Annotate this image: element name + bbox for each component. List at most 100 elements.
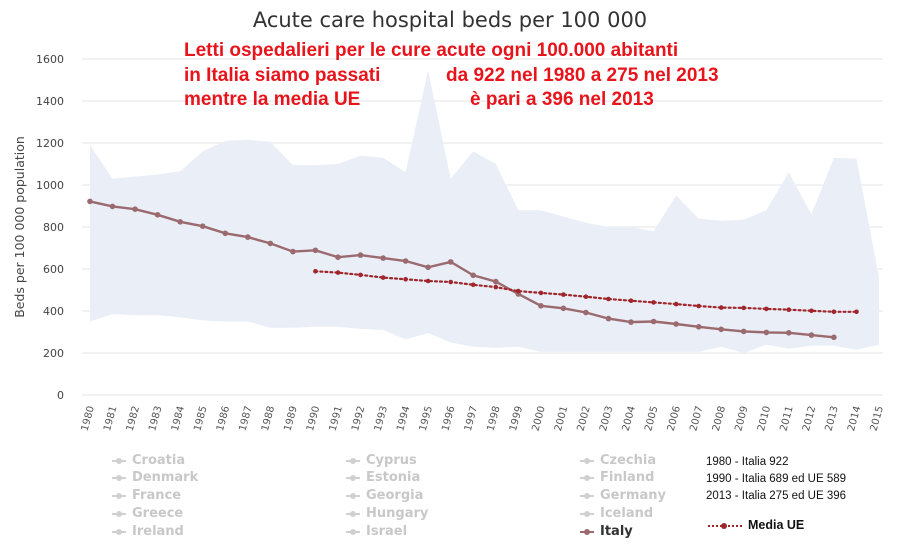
italy-point — [109, 203, 116, 210]
legend-swatch — [346, 457, 360, 464]
x-tick-label: 1999 — [508, 405, 525, 432]
legend-label: France — [132, 488, 182, 503]
italy-point — [132, 206, 138, 212]
legend-item-estonia[interactable]: Estonia — [346, 470, 420, 485]
media-ue-point — [380, 275, 386, 280]
italy-point — [290, 248, 296, 255]
media-ue-point — [493, 284, 499, 290]
media-ue-swatch — [708, 522, 742, 529]
note-2013: 2013 - Italia 275 ed UE 396 — [706, 490, 847, 502]
italy-point — [763, 329, 770, 336]
legend-label: Hungary — [366, 506, 429, 521]
x-tick-label: 1990 — [305, 405, 322, 432]
italy-point — [87, 198, 93, 205]
x-tick-label: 1991 — [328, 405, 345, 432]
italy-point — [628, 319, 634, 325]
legend-item-italy[interactable]: Italy — [580, 524, 633, 539]
italy-point — [199, 223, 206, 229]
italy-point — [177, 219, 183, 225]
legend-swatch — [112, 528, 126, 535]
media-ue-point — [606, 296, 611, 302]
legend-item-iceland[interactable]: Iceland — [580, 506, 653, 521]
legend-label: Estonia — [366, 470, 421, 485]
legend-swatch — [580, 474, 594, 481]
legend-item-hungary[interactable]: Hungary — [346, 506, 428, 521]
legend-item-france[interactable]: France — [112, 488, 181, 503]
x-tick-label: 2001 — [553, 405, 570, 432]
legend-item-greece[interactable]: Greece — [112, 506, 183, 521]
annotation-line-3b: è pari a 396 nel 2013 — [470, 89, 654, 110]
media-ue-point — [628, 298, 634, 304]
x-tick-label: 2012 — [801, 405, 818, 432]
x-tick-label: 1998 — [485, 405, 502, 432]
media-ue-point — [854, 309, 859, 315]
x-tick-label: 1985 — [192, 405, 209, 432]
media-ue-point — [448, 279, 454, 285]
italy-point — [695, 324, 702, 330]
x-tick-label: 1982 — [125, 405, 142, 432]
x-tick-label: 2014 — [846, 405, 863, 432]
y-tick-label: 1600 — [36, 53, 64, 66]
media-ue-point — [358, 272, 363, 278]
italy-point — [245, 234, 251, 240]
x-tick-label: 1995 — [418, 405, 435, 432]
legend-label: Italy — [600, 524, 633, 539]
italy-point — [583, 309, 589, 316]
media-ue-point — [831, 309, 837, 315]
legend-item-israel[interactable]: Israel — [346, 524, 407, 539]
legend-label: Denmark — [132, 470, 199, 485]
x-tick-label: 1989 — [283, 405, 300, 432]
media-ue-point — [651, 300, 656, 305]
y-axis-label: Beds per 100 000 population — [12, 136, 27, 318]
legend-swatch — [112, 510, 126, 517]
chart-title: Acute care hospital beds per 100 000 — [252, 8, 648, 32]
x-tick-label: 2002 — [576, 405, 593, 432]
note-1990: 1990 - Italia 689 ed UE 589 — [706, 473, 847, 485]
legend-label: Croatia — [132, 453, 186, 468]
italy-point — [425, 264, 431, 271]
annotation-line-1: Letti ospedalieri per le cure acute ogni… — [184, 40, 679, 61]
x-tick-label: 2009 — [733, 405, 750, 432]
italy-point — [493, 278, 499, 285]
media-ue-point — [718, 305, 724, 310]
media-ue-point — [696, 303, 701, 309]
italy-point — [470, 272, 477, 279]
legend-item-ireland[interactable]: Ireland — [112, 524, 184, 539]
legend-label: Israel — [366, 524, 408, 539]
italy-point — [673, 321, 679, 327]
legend-item-czechia[interactable]: Czechia — [580, 453, 656, 468]
legend-swatch — [346, 528, 360, 535]
media-ue-point — [741, 305, 746, 311]
x-tick-label: 2013 — [824, 405, 841, 432]
x-tick-label: 2007 — [688, 405, 705, 432]
italy-point — [312, 247, 319, 254]
media-ue-point — [764, 306, 769, 312]
legend-swatch — [580, 457, 594, 464]
media-ue-point — [786, 307, 792, 313]
legend-label: Germany — [600, 488, 666, 503]
italy-point — [718, 326, 724, 333]
x-tick-label: 2006 — [666, 405, 683, 432]
legend-item-denmark[interactable]: Denmark — [112, 470, 198, 485]
legend-item-germany[interactable]: Germany — [580, 488, 666, 503]
media-ue-point — [538, 290, 544, 296]
x-tick-label: 1996 — [440, 405, 457, 432]
x-tick-label: 1983 — [147, 405, 164, 432]
x-tick-label: 2000 — [531, 405, 548, 432]
x-tick-label: 1988 — [260, 405, 277, 432]
legend-swatch — [346, 510, 360, 517]
legend-item-croatia[interactable]: Croatia — [112, 453, 185, 468]
legend-item-finland[interactable]: Finland — [580, 470, 654, 485]
legend-swatch — [580, 510, 594, 517]
legend-label: Finland — [600, 470, 655, 485]
annotation-line-2a: in Italia siamo passati — [184, 65, 381, 86]
italy-point — [538, 303, 544, 309]
legend-item-cyprus[interactable]: Cyprus — [346, 453, 417, 468]
media-ue-point — [425, 278, 431, 284]
italy-point — [831, 334, 837, 341]
media-ue-point — [516, 288, 521, 294]
x-tick-label: 2011 — [778, 405, 795, 432]
legend-item-georgia[interactable]: Georgia — [346, 488, 423, 503]
legend-swatch — [346, 492, 360, 499]
